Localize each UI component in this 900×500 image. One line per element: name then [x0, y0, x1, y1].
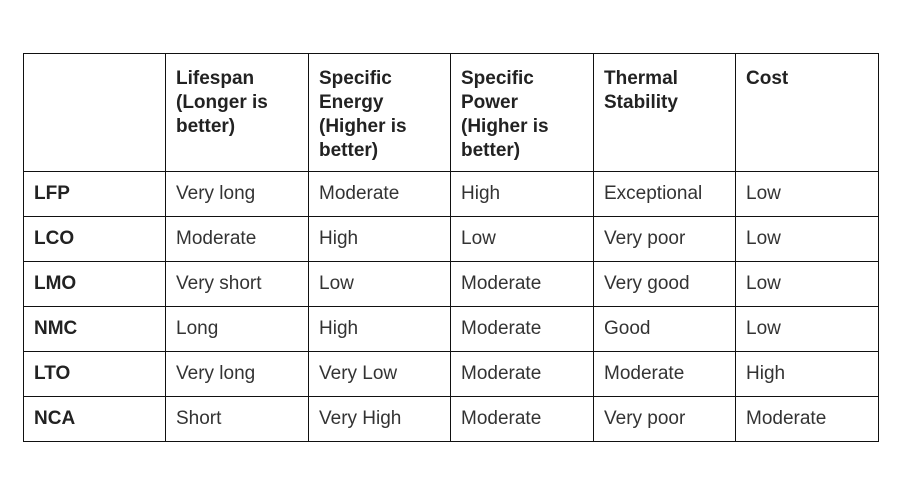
table-cell: Very short — [165, 261, 309, 307]
header-line: (Higher is — [319, 116, 407, 137]
header-line: Power — [461, 92, 519, 113]
table-cell: Very long — [165, 171, 309, 217]
table-row: LFP Very long Moderate High Exceptional … — [23, 171, 879, 217]
header-line: better) — [461, 140, 521, 161]
table-cell: Very High — [308, 396, 451, 442]
table-cell: Moderate — [165, 216, 309, 262]
table-cell: Low — [735, 171, 879, 217]
table-cell: High — [450, 171, 594, 217]
row-label-lco: LCO — [23, 216, 166, 262]
table-body: LFP Very long Moderate High Exceptional … — [23, 171, 879, 442]
header-specific-power: Specific Power (Higher is better) — [450, 53, 594, 172]
table-cell: High — [308, 216, 451, 262]
table-cell: Moderate — [450, 306, 594, 352]
header-row: Lifespan (Longer is better) Specific Ene… — [23, 53, 879, 172]
header-line: Lifespan — [176, 68, 255, 89]
table-cell: Very poor — [593, 396, 736, 442]
header-line: Specific — [319, 68, 392, 89]
table-cell: Low — [735, 216, 879, 262]
header-lifespan: Lifespan (Longer is better) — [165, 53, 309, 172]
row-label-lto: LTO — [23, 351, 166, 397]
header-line: Specific — [461, 68, 534, 89]
header-corner-cell — [23, 53, 166, 172]
header-line: better) — [176, 116, 236, 137]
table-cell: High — [735, 351, 879, 397]
table-cell: Moderate — [450, 351, 594, 397]
header-line: Cost — [746, 68, 789, 89]
header-cost: Cost — [735, 53, 879, 172]
header-line: better) — [319, 140, 379, 161]
table-cell: Good — [593, 306, 736, 352]
row-label-lfp: LFP — [23, 171, 166, 217]
table-cell: Very poor — [593, 216, 736, 262]
table-cell: Moderate — [593, 351, 736, 397]
table-cell: Low — [735, 306, 879, 352]
table-cell: Moderate — [450, 261, 594, 307]
table-header: Lifespan (Longer is better) Specific Ene… — [23, 53, 879, 172]
table-row: NCA Short Very High Moderate Very poor M… — [23, 396, 879, 442]
header-thermal-stability: Thermal Stability — [593, 53, 736, 172]
header-line: Energy — [319, 92, 384, 113]
header-line: (Higher is — [461, 116, 549, 137]
table-cell: Moderate — [308, 171, 451, 217]
header-line: Stability — [604, 92, 678, 113]
battery-comparison-table: Lifespan (Longer is better) Specific Ene… — [23, 53, 879, 442]
table-cell: Very long — [165, 351, 309, 397]
table-cell: Low — [735, 261, 879, 307]
table-cell: Exceptional — [593, 171, 736, 217]
header-line: Thermal — [604, 68, 678, 89]
table-cell: Moderate — [735, 396, 879, 442]
header-specific-energy: Specific Energy (Higher is better) — [308, 53, 451, 172]
table-row: LTO Very long Very Low Moderate Moderate… — [23, 351, 879, 397]
table-cell: Short — [165, 396, 309, 442]
table-cell: Very Low — [308, 351, 451, 397]
header-line: (Longer is — [176, 92, 268, 113]
table-cell: Low — [450, 216, 594, 262]
table-cell: Very good — [593, 261, 736, 307]
table-row: NMC Long High Moderate Good Low — [23, 306, 879, 352]
row-label-lmo: LMO — [23, 261, 166, 307]
table-cell: Low — [308, 261, 451, 307]
table-cell: Long — [165, 306, 309, 352]
table-row: LCO Moderate High Low Very poor Low — [23, 216, 879, 262]
table-row: LMO Very short Low Moderate Very good Lo… — [23, 261, 879, 307]
table-cell: High — [308, 306, 451, 352]
table-cell: Moderate — [450, 396, 594, 442]
row-label-nmc: NMC — [23, 306, 166, 352]
row-label-nca: NCA — [23, 396, 166, 442]
